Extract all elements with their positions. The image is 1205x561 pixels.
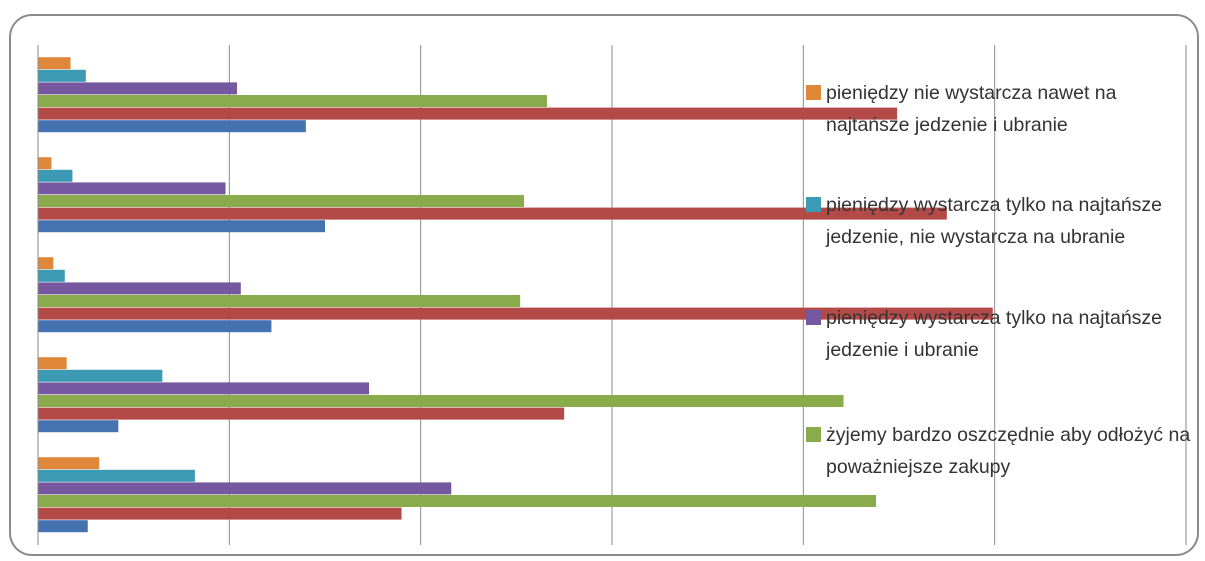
legend-label: pieniędzy wystarcza tylko na najtańsze j… [826,307,1163,361]
legend-swatch [806,310,821,325]
bar [38,269,65,282]
legend-swatch [806,85,821,100]
bar [38,195,524,207]
bar [38,69,86,82]
bar [38,495,877,507]
bar [38,182,226,195]
bar [38,95,547,107]
bar [38,507,402,520]
bar [38,295,521,307]
frame [9,14,1199,556]
bar [38,169,73,182]
legend-item: żyjemy bardzo oszczędnie aby odłożyć na … [806,419,1196,483]
bar [38,469,195,482]
bar [38,220,325,233]
legend-swatch [806,427,821,442]
legend-label: pieniędzy wystarcza tylko na najtańsze j… [826,194,1163,248]
bar [38,382,370,395]
bar [38,395,844,407]
bar [38,357,67,370]
bar [38,257,54,270]
bar [38,282,241,295]
bar [38,107,898,120]
bar [38,120,306,133]
bar [38,369,163,382]
bar [38,207,947,220]
bar [38,307,993,320]
legend-swatch [806,197,821,212]
legend-item: pieniędzy nie wystarcza nawet na najtańs… [806,77,1196,141]
legend-label: pieniędzy nie wystarcza nawet na najtańs… [826,82,1117,136]
bar [38,520,88,533]
bar [38,82,237,95]
bar [38,57,71,70]
bar [38,420,119,433]
legend-item: pieniędzy wystarcza tylko na najtańsze j… [806,189,1196,253]
bar [38,320,272,333]
bar [38,482,452,495]
legend-item: pieniędzy wystarcza tylko na najtańsze j… [806,302,1196,366]
legend-label: żyjemy bardzo oszczędnie aby odłożyć na … [826,424,1191,478]
bar [38,457,100,470]
bar [38,157,52,170]
bar [38,407,565,420]
